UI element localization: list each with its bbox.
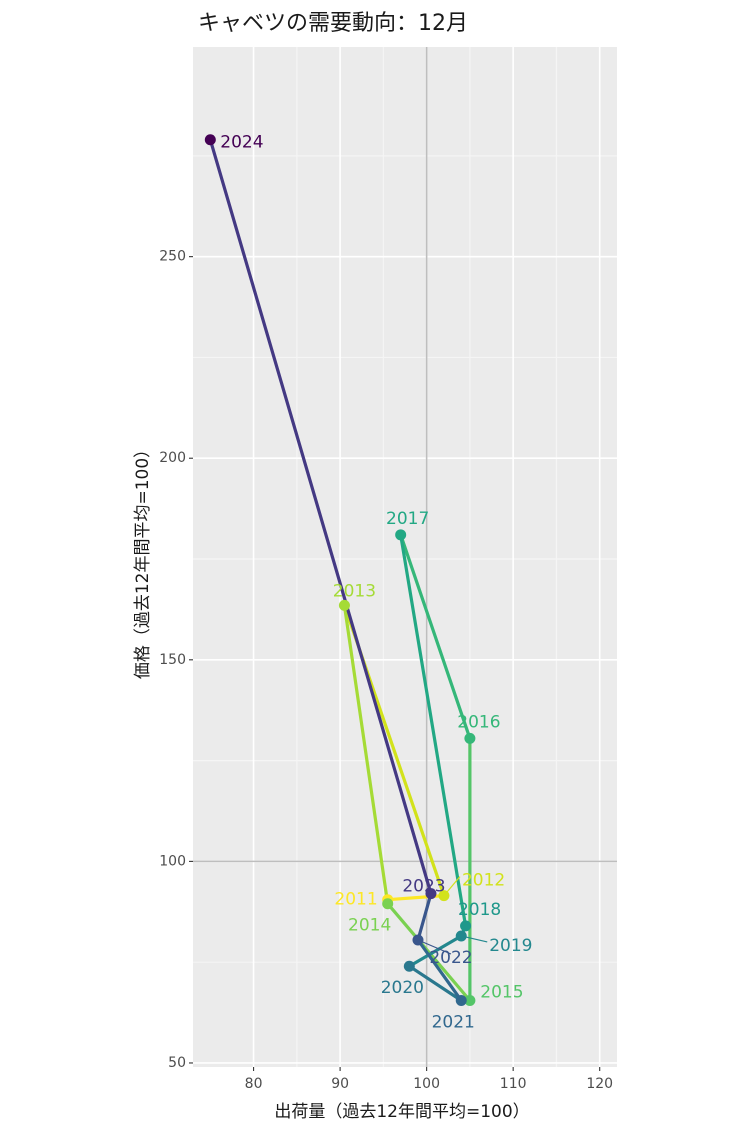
y-axis-ticks: 50 100 150 200 250: [159, 249, 193, 1071]
path-segment-2021-2022: [416, 938, 463, 1003]
path-segment-2014-2015: [386, 902, 472, 1003]
x-axis-ticks: 80 90 100 110 120: [245, 1067, 613, 1092]
leader-2022: [417, 939, 452, 955]
point-labels: 2011 2012 2013 2014 2015 2016 2017 2018 2019 2020…: [220, 133, 532, 1033]
data-points: [204, 134, 476, 1006]
y-tick-label-50: 50: [168, 1055, 186, 1071]
point-label-2024: 2024: [220, 133, 263, 153]
point-label-2014: 2014: [348, 916, 391, 936]
point-2014: [382, 898, 394, 910]
y-axis-title: 価格（過去12年間平均=100）: [133, 441, 153, 679]
point-2015: [464, 994, 476, 1006]
point-label-2017: 2017: [386, 509, 429, 529]
point-2024: [204, 134, 216, 146]
point-label-2015: 2015: [480, 982, 523, 1002]
point-2019: [455, 930, 467, 942]
point-2021: [455, 994, 467, 1006]
x-axis-title: 出荷量（過去12年間平均=100）: [274, 1102, 529, 1122]
point-label-2011: 2011: [334, 890, 377, 910]
series-paths: [208, 138, 472, 1003]
x-tick-label-100: 100: [413, 1076, 440, 1092]
point-2023: [425, 888, 437, 900]
path-segment-2013-2014: [342, 603, 390, 906]
path-segment-2016-2017: [399, 533, 472, 741]
point-label-2013: 2013: [333, 581, 376, 601]
point-label-2016: 2016: [457, 712, 500, 732]
path-segment-2022-2023: [416, 892, 433, 942]
point-label-2012: 2012: [462, 871, 505, 891]
point-2013: [338, 599, 350, 611]
point-label-2019: 2019: [489, 936, 532, 956]
point-2022: [412, 934, 424, 946]
y-tick-label-200: 200: [159, 450, 186, 466]
x-tick-label-110: 110: [500, 1076, 527, 1092]
point-2016: [464, 732, 476, 744]
point-2012: [438, 890, 450, 902]
point-label-2023: 2023: [402, 877, 445, 897]
chart-title: キャベツの需要動向：12月: [198, 11, 468, 36]
grid-minor: [193, 47, 617, 1067]
x-tick-label-90: 90: [331, 1076, 349, 1092]
path-segment-2017-2018: [399, 533, 468, 928]
point-2018: [460, 920, 472, 932]
x-tick-label-80: 80: [245, 1076, 263, 1092]
y-tick-label-100: 100: [159, 853, 186, 869]
point-label-2020: 2020: [381, 978, 424, 998]
point-2017: [395, 529, 407, 541]
point-label-2022: 2022: [429, 948, 472, 968]
y-tick-label-250: 250: [159, 249, 186, 265]
point-label-2018: 2018: [458, 900, 501, 920]
path-segment-2020-2021: [407, 964, 463, 1003]
x-tick-label-120: 120: [586, 1076, 613, 1092]
y-tick-label-150: 150: [159, 652, 186, 668]
path-segment-2023-2024: [208, 138, 433, 896]
path-segment-2019-2020: [407, 934, 463, 968]
point-2020: [403, 960, 415, 972]
point-label-2021: 2021: [432, 1012, 475, 1032]
